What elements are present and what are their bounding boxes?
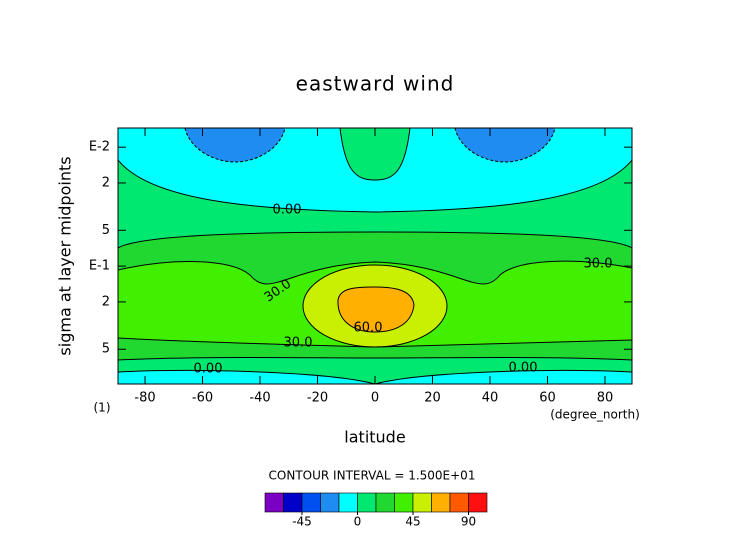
y-tick-label: E-2 xyxy=(89,140,110,155)
x-tick-label: -20 xyxy=(307,391,328,406)
y-axis-label: sigma at layer midpoints xyxy=(56,156,75,355)
contour-line xyxy=(118,357,632,361)
contour-line xyxy=(302,264,448,348)
colorbar-cell xyxy=(431,492,451,513)
colorbar-cell xyxy=(412,492,432,513)
contour-label: 0.00 xyxy=(509,361,538,376)
contour-line xyxy=(184,128,286,163)
y-tick-label: 2 xyxy=(102,175,110,190)
contour-line xyxy=(118,260,632,285)
x-tick-label: -40 xyxy=(249,391,270,406)
x-tick-label: -80 xyxy=(134,391,155,406)
x-tick-label: 40 xyxy=(482,391,499,406)
colorbar-cell xyxy=(338,492,358,513)
annotation: CONTOUR INTERVAL = 1.500E+01 xyxy=(269,469,476,483)
contour-line xyxy=(337,286,415,333)
colorbar-cell xyxy=(301,492,321,513)
contour-label: 0.00 xyxy=(194,362,223,377)
colorbar-cell xyxy=(468,492,488,513)
colorbar-cell xyxy=(264,492,284,513)
colorbar-tick-label: 0 xyxy=(354,515,362,529)
contour-label: 0.00 xyxy=(273,203,302,218)
y-tick-label: 2 xyxy=(102,294,110,309)
x-unit: (degree_north) xyxy=(550,408,640,422)
contour-line xyxy=(118,370,632,384)
colorbar-tick-label: 45 xyxy=(405,515,420,529)
contour-regions xyxy=(118,128,632,384)
y-tick-label: 5 xyxy=(102,342,110,357)
contour-line xyxy=(118,231,632,249)
contour-label: 30.0 xyxy=(284,336,313,351)
y-tick-label: 5 xyxy=(102,223,110,238)
contour-lines xyxy=(118,128,632,384)
colorbar-cell xyxy=(394,492,414,513)
contour-region xyxy=(340,128,410,180)
colorbar-cell xyxy=(283,492,303,513)
colorbar-cell xyxy=(449,492,469,513)
x-tick-label: 60 xyxy=(539,391,556,406)
colorbar-cell xyxy=(375,492,395,513)
contour-line xyxy=(454,128,556,163)
contour-line xyxy=(118,159,632,213)
contour-region xyxy=(185,128,285,162)
x-tick-label: 80 xyxy=(597,391,614,406)
contour-line xyxy=(339,128,411,181)
y-unit: (1) xyxy=(94,401,111,415)
colorbar-cell xyxy=(320,492,340,513)
chart-title: eastward wind xyxy=(296,72,455,96)
contour-label: 30.0 xyxy=(584,257,613,272)
colorbar-cell xyxy=(357,492,377,513)
colorbar-tick-label: -45 xyxy=(292,515,312,529)
x-tick-label: 0 xyxy=(371,391,379,406)
x-tick-label: -60 xyxy=(192,391,213,406)
y-tick-label: E-1 xyxy=(89,259,110,274)
x-axis-label: latitude xyxy=(344,428,405,447)
contour-label: 60.0 xyxy=(354,321,383,336)
contour-region xyxy=(455,128,555,162)
contour-region xyxy=(337,287,414,332)
colorbar-tick-label: 90 xyxy=(461,515,476,529)
x-tick-label: 20 xyxy=(424,391,441,406)
